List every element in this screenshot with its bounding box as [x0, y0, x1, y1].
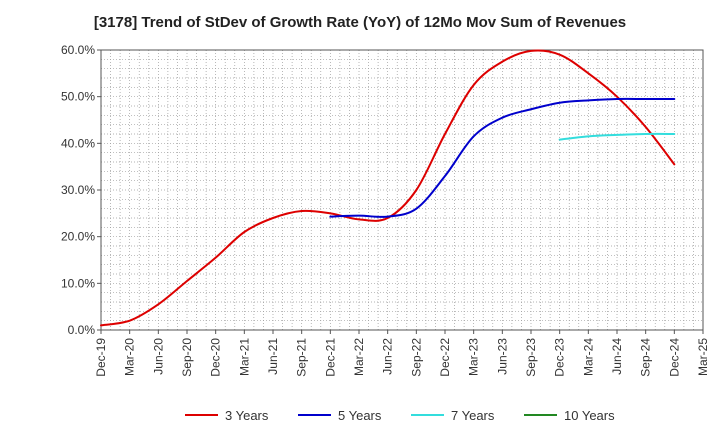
- x-tick-label: Mar-22: [352, 338, 366, 376]
- x-tick-label: Jun-23: [495, 338, 509, 375]
- x-tick-label: Sep-24: [639, 338, 653, 377]
- y-tick-label: 30.0%: [61, 183, 95, 197]
- x-tick-label: Mar-24: [581, 338, 595, 376]
- y-tick-label: 10.0%: [61, 276, 95, 290]
- x-tick-label: Jun-24: [610, 338, 624, 375]
- series-line-5-years: [329, 97, 676, 218]
- legend-label-7-years: 7 Years: [451, 408, 495, 423]
- x-tick-label: Dec-24: [667, 338, 681, 377]
- x-tick-label: Dec-20: [209, 338, 223, 377]
- legend-label-5-years: 5 Years: [338, 408, 382, 423]
- x-tick-label: Sep-23: [524, 338, 538, 377]
- x-tick-label: Sep-22: [409, 338, 423, 377]
- axes: 0.0% 10.0% 20.0% 30.0% 40.0% 50.0% 60.0% Dec-19…: [61, 43, 710, 377]
- y-tick-label: 20.0%: [61, 230, 95, 244]
- x-tick-label: Dec-23: [553, 338, 567, 377]
- x-tick-label: Jun-22: [381, 338, 395, 375]
- x-tick-label: Jun-20: [151, 338, 165, 375]
- y-tick-label: 0.0%: [68, 323, 96, 337]
- x-tick-label: Dec-22: [438, 338, 452, 377]
- x-tick-label: Mar-20: [123, 338, 137, 376]
- y-tick-label: 60.0%: [61, 43, 95, 57]
- x-tick-label: Mar-25: [696, 338, 710, 376]
- series-line-3-years: [100, 49, 676, 327]
- series-line-7-years: [558, 132, 676, 141]
- y-tick-label: 50.0%: [61, 90, 95, 104]
- x-tick-label: Dec-21: [323, 338, 337, 377]
- x-tick-label: Mar-23: [467, 338, 481, 376]
- legend: 3 Years 5 Years 7 Years 10 Years: [185, 408, 615, 423]
- x-tick-label: Sep-20: [180, 338, 194, 377]
- series-lines: [100, 49, 676, 327]
- x-tick-label: Dec-19: [94, 338, 108, 377]
- y-tick-label: 40.0%: [61, 136, 95, 150]
- chart-title: [3178] Trend of StDev of Growth Rate (Yo…: [93, 14, 627, 31]
- legend-label-10-years: 10 Years: [564, 408, 615, 423]
- legend-label-3-years: 3 Years: [225, 408, 269, 423]
- x-tick-label: Sep-21: [295, 338, 309, 377]
- x-tick-label: Mar-21: [237, 338, 251, 376]
- x-tick-label: Jun-21: [266, 338, 280, 375]
